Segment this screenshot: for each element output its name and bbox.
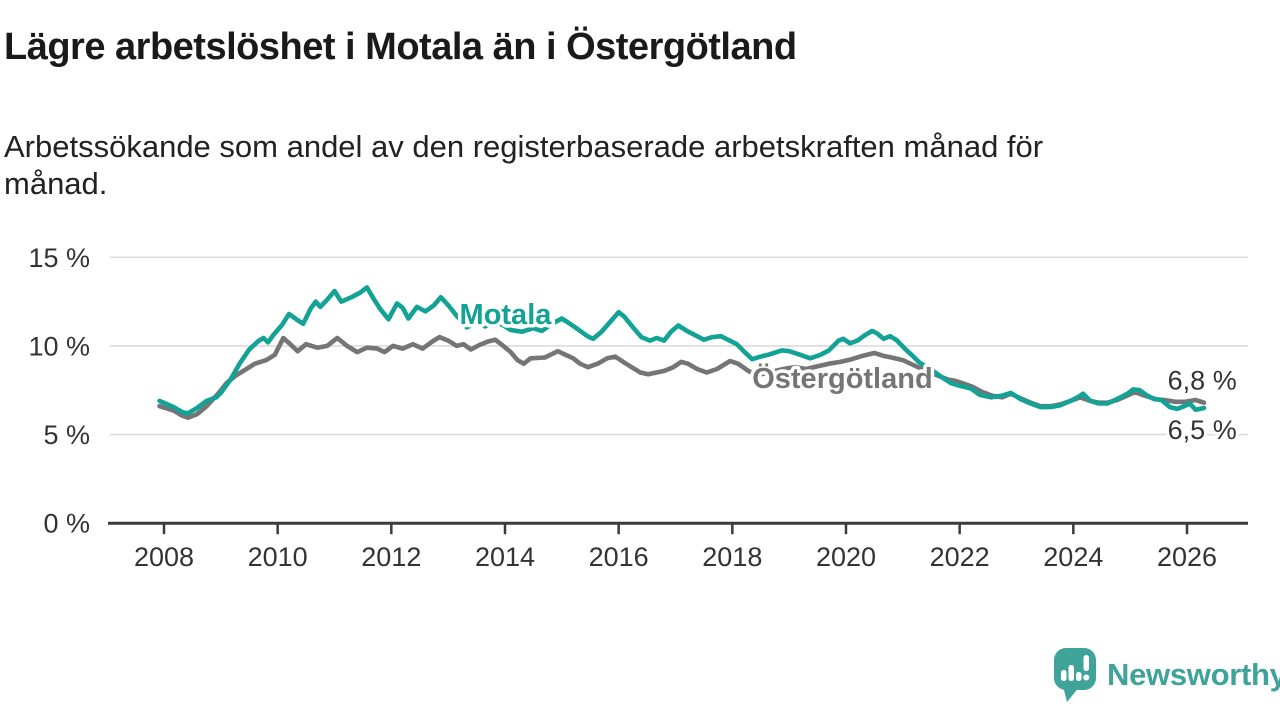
series-line-motala	[157, 285, 1207, 416]
logo-bubble-tail	[1063, 686, 1080, 702]
logo-exclamation-dot	[1083, 674, 1090, 681]
logo-bar-1	[1061, 670, 1067, 681]
y-axis-label: 15 %	[28, 243, 90, 273]
x-axis-label: 2016	[589, 542, 649, 572]
x-axis-label: 2010	[248, 542, 308, 572]
logo-bar-2	[1068, 665, 1074, 681]
end-value-label: 6,5 %	[1168, 415, 1237, 445]
y-axis-label: 0 %	[43, 509, 90, 539]
x-axis-label: 2008	[134, 542, 194, 572]
chart-title: Lägre arbetslöshet i Motala än i Östergö…	[4, 26, 797, 68]
x-axis-label: 2026	[1157, 542, 1217, 572]
unemployment-chart: 0 % 5 % 10 % 15 % 2008 2010 2012 2014 2016 2018 20…	[28, 243, 1248, 572]
newsworthy-logo: Newsworthy	[1052, 646, 1280, 704]
chart-subtitle: Arbetssökande som andel av den registerb…	[4, 129, 1044, 201]
newsworthy-logo-icon	[1054, 648, 1096, 702]
x-axis-label: 2018	[702, 542, 762, 572]
end-value-label: 6,8 %	[1168, 365, 1237, 395]
newsworthy-logo-text: Newsworthy	[1107, 657, 1280, 692]
x-axis-label: 2012	[361, 542, 421, 572]
x-axis-label: 2014	[475, 542, 535, 572]
logo-bubble	[1054, 648, 1096, 690]
logo-exclamation-bar	[1083, 655, 1089, 671]
y-axis-label: 5 %	[43, 420, 90, 450]
series-label-östergötland: Östergötland	[752, 362, 932, 395]
series-label-motala: Motala	[460, 299, 553, 331]
x-axis-label: 2024	[1043, 542, 1103, 572]
x-axis-label: 2022	[930, 542, 990, 572]
logo-bar-3	[1076, 672, 1082, 681]
y-axis-label: 10 %	[28, 331, 90, 361]
x-axis-label: 2020	[816, 542, 876, 572]
